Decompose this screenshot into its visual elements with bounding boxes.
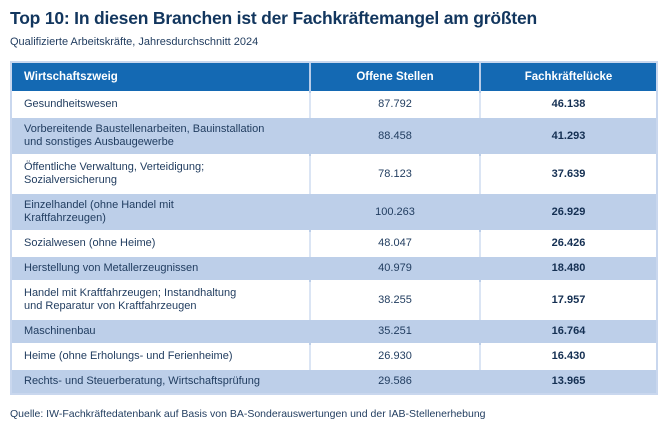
table-row: Sozialwesen (ohne Heime) 48.047 26.426 [12, 230, 656, 256]
open-positions-cell: 26.930 [310, 343, 481, 369]
source-note: Quelle: IW-Fachkräftedatenbank auf Basis… [10, 408, 486, 420]
ranking-table-frame: Wirtschaftszweig Offene Stellen Fachkräf… [10, 61, 658, 395]
branch-cell: Handel mit Kraftfahrzeugen; Instandhaltu… [12, 280, 311, 319]
infographic-page: Top 10: In diesen Branchen ist der Fachk… [10, 8, 658, 420]
table-row: Gesundheitswesen 87.792 46.138 [12, 91, 656, 117]
branch-cell: Herstellung von Metallerzeugnissen [12, 255, 311, 281]
branch-cell: Sozialwesen (ohne Heime) [12, 230, 311, 256]
skilled-worker-gap-cell: 18.480 [480, 255, 656, 281]
branch-cell: Maschinenbau [12, 318, 311, 344]
table-row: Handel mit Kraftfahrzeugen; Instandhaltu… [12, 280, 656, 319]
branch-cell: Öffentliche Verwaltung, Verteidigung; So… [12, 154, 311, 193]
skilled-worker-gap-cell: 46.138 [480, 91, 656, 117]
skilled-worker-gap-cell: 26.426 [480, 230, 656, 256]
open-positions-cell: 100.263 [310, 192, 481, 231]
table-row: Öffentliche Verwaltung, Verteidigung; So… [12, 154, 656, 193]
branch-cell: Rechts- und Steuerberatung, Wirtschaftsp… [12, 368, 311, 393]
skilled-worker-gap-cell: 41.293 [480, 116, 656, 155]
open-positions-cell: 40.979 [310, 255, 481, 281]
open-positions-cell: 38.255 [310, 280, 481, 319]
open-positions-cell: 35.251 [310, 318, 481, 344]
table-row: Herstellung von Metallerzeugnissen 40.97… [12, 255, 656, 281]
column-header-wirtschaftszweig: Wirtschaftszweig [12, 63, 311, 92]
skilled-worker-gap-cell: 26.929 [480, 192, 656, 231]
skilled-worker-gap-cell: 16.764 [480, 318, 656, 344]
table-row: Maschinenbau 35.251 16.764 [12, 318, 656, 344]
table-row: Vorbereitende Baustellenarbeiten, Bauins… [12, 116, 656, 155]
table-row: Einzelhandel (ohne Handel mit Kraftfahrz… [12, 192, 656, 231]
branch-cell: Heime (ohne Erholungs- und Ferienheime) [12, 343, 311, 369]
table-header-row: Wirtschaftszweig Offene Stellen Fachkräf… [12, 63, 656, 92]
open-positions-cell: 78.123 [310, 154, 481, 193]
skilled-worker-gap-cell: 13.965 [480, 368, 656, 393]
table-row: Rechts- und Steuerberatung, Wirtschaftsp… [12, 368, 656, 393]
branch-cell: Gesundheitswesen [12, 91, 311, 117]
skilled-worker-gap-cell: 17.957 [480, 280, 656, 319]
table-row: Heime (ohne Erholungs- und Ferienheime) … [12, 343, 656, 369]
branch-cell: Vorbereitende Baustellenarbeiten, Bauins… [12, 116, 311, 155]
open-positions-cell: 48.047 [310, 230, 481, 256]
skilled-worker-gap-cell: 16.430 [480, 343, 656, 369]
page-subtitle: Qualifizierte Arbeitskräfte, Jahresdurch… [10, 36, 259, 48]
column-header-offene-stellen: Offene Stellen [310, 63, 481, 92]
open-positions-cell: 29.586 [310, 368, 481, 393]
branch-cell: Einzelhandel (ohne Handel mit Kraftfahrz… [12, 192, 311, 231]
open-positions-cell: 88.458 [310, 116, 481, 155]
open-positions-cell: 87.792 [310, 91, 481, 117]
page-title: Top 10: In diesen Branchen ist der Fachk… [10, 8, 537, 28]
skilled-worker-gap-cell: 37.639 [480, 154, 656, 193]
ranking-table: Wirtschaftszweig Offene Stellen Fachkräf… [12, 63, 656, 393]
column-header-fachkraefteluecke: Fachkräftelücke [480, 63, 656, 92]
